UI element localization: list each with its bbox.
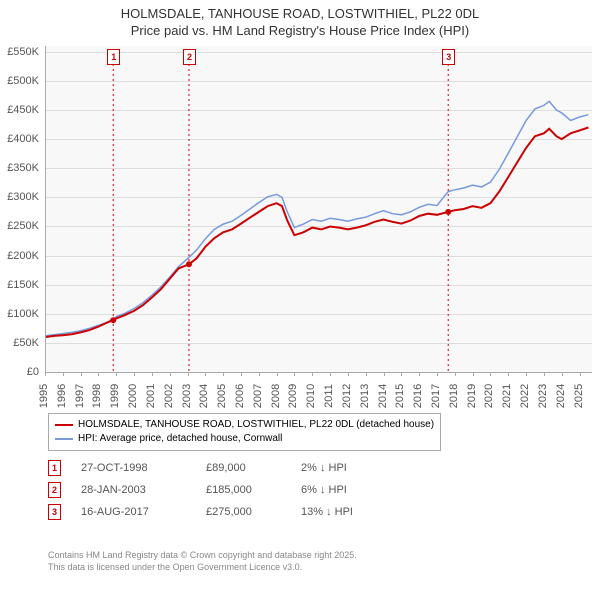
transaction-price: £275,000 xyxy=(206,506,301,518)
transaction-date: 28-JAN-2003 xyxy=(81,484,206,496)
chart-container: HOLMSDALE, TANHOUSE ROAD, LOSTWITHIEL, P… xyxy=(0,0,600,590)
transaction-hpi-diff: 6% ↓ HPI xyxy=(301,484,396,496)
marker-box: 2 xyxy=(183,49,196,65)
legend-item: HOLMSDALE, TANHOUSE ROAD, LOSTWITHIEL, P… xyxy=(55,418,434,432)
footer-line1: Contains HM Land Registry data © Crown c… xyxy=(48,550,357,560)
series-price_paid xyxy=(45,128,588,338)
transaction-marker-icon: 1 xyxy=(48,460,61,476)
transaction-row: 3 16-AUG-2017£275,00013% ↓ HPI xyxy=(48,504,396,520)
legend-swatch xyxy=(55,438,73,440)
transaction-date: 27-OCT-1998 xyxy=(81,462,206,474)
marker-box: 1 xyxy=(107,49,120,65)
legend: HOLMSDALE, TANHOUSE ROAD, LOSTWITHIEL, P… xyxy=(48,413,441,451)
transaction-row: 2 28-JAN-2003£185,0006% ↓ HPI xyxy=(48,482,396,498)
transaction-date: 16-AUG-2017 xyxy=(81,506,206,518)
axis-line xyxy=(45,46,46,372)
axis-line xyxy=(45,372,592,373)
transaction-hpi-diff: 2% ↓ HPI xyxy=(301,462,396,474)
transaction-price: £185,000 xyxy=(206,484,301,496)
transaction-price: £89,000 xyxy=(206,462,301,474)
series-hpi xyxy=(45,101,588,336)
legend-label: HOLMSDALE, TANHOUSE ROAD, LOSTWITHIEL, P… xyxy=(78,418,434,432)
footer-line2: This data is licensed under the Open Gov… xyxy=(48,562,302,572)
transaction-marker-icon: 3 xyxy=(48,504,61,520)
legend-item: HPI: Average price, detached house, Corn… xyxy=(55,432,434,446)
marker-box: 3 xyxy=(442,49,455,65)
legend-swatch xyxy=(55,424,73,426)
transactions-table: 1 27-OCT-1998£89,0002% ↓ HPI 2 28-JAN-2003£… xyxy=(48,460,396,526)
transaction-marker-icon: 2 xyxy=(48,482,61,498)
transaction-row: 1 27-OCT-1998£89,0002% ↓ HPI xyxy=(48,460,396,476)
footer-attribution: Contains HM Land Registry data © Crown c… xyxy=(48,550,357,573)
transaction-hpi-diff: 13% ↓ HPI xyxy=(301,506,396,518)
legend-label: HPI: Average price, detached house, Corn… xyxy=(78,432,282,446)
